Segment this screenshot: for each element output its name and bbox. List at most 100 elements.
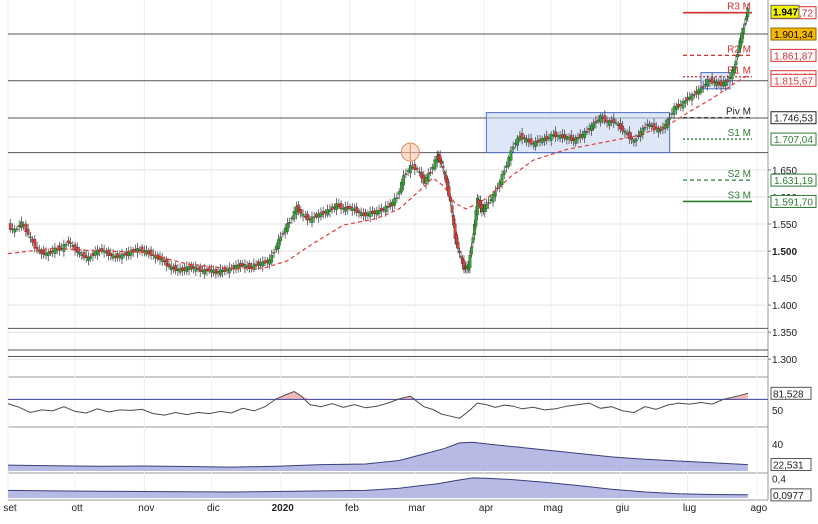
candle-down bbox=[241, 263, 245, 267]
candle-up bbox=[590, 125, 593, 131]
candle-up bbox=[648, 123, 651, 127]
volatility-panel bbox=[7, 441, 748, 471]
horizontal-lines bbox=[8, 33, 768, 357]
candle-down bbox=[205, 268, 209, 272]
candle-up bbox=[574, 137, 578, 144]
last-price-tag bbox=[770, 4, 800, 19]
candle-up bbox=[476, 198, 479, 215]
candle-down bbox=[520, 133, 524, 140]
candle-up bbox=[431, 166, 435, 170]
candle-up bbox=[400, 182, 403, 193]
rsi-tick-label: 50 bbox=[772, 406, 784, 417]
candle-down bbox=[315, 213, 318, 217]
candle-down bbox=[248, 263, 251, 270]
candle-down bbox=[447, 186, 451, 197]
pivot-value-tag bbox=[770, 173, 817, 187]
candle-up bbox=[599, 115, 602, 123]
candle-down bbox=[122, 253, 126, 256]
candle-down bbox=[321, 211, 325, 215]
panel3-value-label: 22,531 bbox=[773, 461, 804, 472]
candle-up bbox=[252, 263, 256, 270]
candle-down bbox=[630, 136, 633, 140]
candle-up bbox=[375, 210, 379, 216]
candle-up bbox=[672, 106, 676, 115]
candle-up bbox=[13, 228, 17, 233]
candle-up bbox=[120, 253, 124, 260]
candle-up bbox=[502, 170, 506, 175]
candle-up bbox=[708, 80, 712, 82]
candle-up bbox=[292, 210, 296, 220]
candle-up bbox=[64, 243, 68, 246]
candle-down bbox=[214, 268, 218, 275]
candle-down bbox=[441, 166, 445, 169]
candle-up bbox=[668, 117, 671, 120]
x-tick-label: 2020 bbox=[272, 503, 295, 514]
candle-up bbox=[657, 128, 660, 133]
candle-up bbox=[690, 93, 694, 101]
candle-down bbox=[337, 204, 341, 207]
candle-down bbox=[719, 80, 723, 87]
candle-up bbox=[89, 256, 93, 259]
candle-down bbox=[415, 168, 419, 170]
candle-down bbox=[346, 206, 350, 210]
candle-up bbox=[60, 248, 63, 250]
candle-down bbox=[420, 171, 423, 179]
candle-up bbox=[742, 28, 745, 34]
panel4-line bbox=[7, 477, 748, 496]
candle-down bbox=[554, 131, 557, 138]
candle-up bbox=[507, 157, 511, 167]
candle-down bbox=[637, 135, 640, 138]
candle-down bbox=[306, 213, 309, 221]
candle-up bbox=[505, 165, 508, 168]
candle-down bbox=[355, 206, 359, 213]
candle-down bbox=[625, 133, 629, 135]
candle-up bbox=[491, 194, 495, 203]
candle-up bbox=[402, 175, 405, 186]
candle-up bbox=[333, 206, 336, 209]
candle-up bbox=[185, 266, 189, 272]
candle-down bbox=[443, 172, 446, 175]
candle-up bbox=[397, 191, 401, 195]
candle-up bbox=[221, 270, 224, 272]
candle-down bbox=[35, 246, 39, 249]
range-boxes bbox=[485, 72, 731, 154]
candle-up bbox=[433, 159, 437, 170]
candle-down bbox=[348, 206, 352, 209]
candle-down bbox=[22, 224, 25, 227]
candle-up bbox=[225, 269, 229, 271]
candle-up bbox=[634, 138, 638, 142]
candle-up bbox=[576, 137, 580, 140]
rsi-panel bbox=[7, 390, 768, 419]
candle-up bbox=[518, 135, 522, 141]
candle-down bbox=[726, 79, 730, 82]
candle-down bbox=[619, 123, 622, 130]
candle-down bbox=[257, 261, 260, 266]
candle-up bbox=[350, 207, 354, 211]
candle-down bbox=[487, 202, 490, 204]
candle-up bbox=[353, 209, 356, 211]
candle-down bbox=[612, 118, 616, 123]
rsi-value-label: 81,528 bbox=[773, 389, 804, 400]
candle-down bbox=[303, 216, 307, 218]
pivot-value-label: 1.591,70 bbox=[774, 197, 813, 208]
candle-down bbox=[134, 249, 137, 251]
rsi-overbought-fill bbox=[8, 391, 748, 400]
candle-up bbox=[706, 79, 709, 87]
candle-up bbox=[53, 247, 57, 254]
candle-up bbox=[386, 206, 390, 208]
candle-up bbox=[93, 251, 97, 256]
candle-up bbox=[277, 239, 280, 250]
candle-up bbox=[326, 209, 329, 216]
candle-down bbox=[172, 267, 175, 269]
candle-down bbox=[587, 128, 591, 131]
candle-up bbox=[203, 269, 207, 275]
candle-up bbox=[279, 236, 283, 242]
candle-down bbox=[107, 249, 110, 256]
candle-down bbox=[710, 77, 714, 84]
candle-up bbox=[210, 269, 213, 273]
candle-up bbox=[178, 268, 182, 273]
candle-up bbox=[531, 143, 535, 145]
candle-up bbox=[581, 134, 584, 138]
candle-down bbox=[109, 253, 113, 256]
